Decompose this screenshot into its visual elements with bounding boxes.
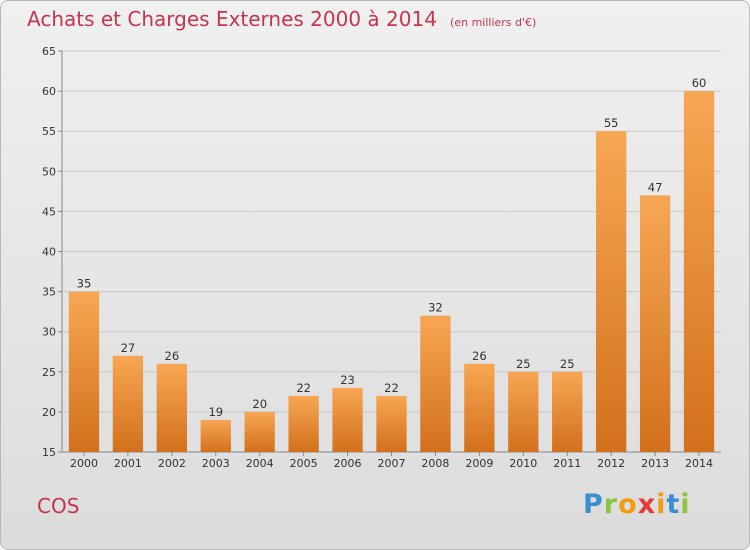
title-row: Achats et Charges Externes 2000 à 2014 (… (27, 7, 536, 31)
x-tick-label-2010: 2010 (509, 457, 537, 470)
y-tick-label: 65 (42, 45, 56, 58)
y-tick-label: 55 (42, 125, 56, 138)
x-tick-label-2003: 2003 (202, 457, 230, 470)
x-tick-label-2008: 2008 (421, 457, 449, 470)
y-tick-label: 35 (42, 286, 56, 299)
bar-2005 (288, 395, 319, 452)
x-tick-label-2002: 2002 (158, 457, 186, 470)
data-label-2003: 19 (208, 405, 223, 419)
bar-2007 (376, 395, 407, 452)
x-tick-label-2013: 2013 (641, 457, 669, 470)
bar-2000 (68, 291, 100, 452)
data-label-2009: 26 (472, 349, 487, 363)
logo-letter: P (583, 489, 604, 520)
y-tick-label: 45 (42, 205, 56, 218)
logo-letter: i (656, 489, 667, 520)
data-label-2014: 60 (692, 76, 707, 90)
labels: 15 20 25 30 35 40 45 50 55 60 65 35 2000 27 2001 26 2002… (42, 45, 713, 470)
y-tick-label: 60 (42, 85, 56, 98)
chart-title: Achats et Charges Externes 2000 à 2014 (27, 7, 437, 31)
data-label-2010: 25 (516, 357, 531, 371)
x-tick-label-2012: 2012 (597, 457, 625, 470)
y-tick-label: 50 (42, 165, 56, 178)
logo-letter: t (666, 489, 681, 520)
data-label-2013: 47 (648, 180, 663, 194)
data-label-2011: 25 (560, 357, 575, 371)
chart-subtitle: (en milliers d'€) (450, 16, 537, 29)
x-tick-label-2006: 2006 (334, 457, 362, 470)
bar-2014 (683, 91, 715, 452)
logo-letter: i (680, 489, 691, 520)
bar-2013 (639, 195, 671, 453)
logo-letter: o (618, 489, 638, 520)
data-label-2004: 20 (252, 397, 267, 411)
x-tick-label-2000: 2000 (70, 457, 98, 470)
x-tick-label-2014: 2014 (685, 457, 713, 470)
data-label-2002: 26 (165, 349, 180, 363)
y-tick-label: 20 (42, 406, 56, 419)
data-label-2006: 23 (340, 373, 355, 387)
data-label-2005: 22 (296, 381, 311, 395)
y-tick-label: 30 (42, 326, 56, 339)
bar-2002 (156, 363, 187, 452)
bar-2012 (596, 131, 627, 452)
bar-2009 (464, 363, 495, 452)
data-label-2008: 32 (428, 301, 443, 315)
y-tick-label: 40 (42, 246, 56, 259)
x-tick-label-2004: 2004 (246, 457, 274, 470)
x-tick-label-2001: 2001 (114, 457, 142, 470)
bar-2004 (244, 411, 275, 452)
x-tick-label-2005: 2005 (290, 457, 318, 470)
logo-letter: x (637, 489, 657, 520)
bar-2011 (552, 371, 583, 452)
y-tick-label: 25 (42, 366, 56, 379)
bar-2010 (508, 371, 539, 452)
y-tick-label: 15 (42, 446, 56, 459)
data-label-2001: 27 (121, 341, 136, 355)
x-tick-label-2009: 2009 (465, 457, 493, 470)
bar-2008 (420, 315, 451, 452)
data-label-2007: 22 (384, 381, 399, 395)
bar-2003 (200, 419, 231, 452)
logo-letter: r (603, 489, 619, 520)
x-tick-label-2007: 2007 (378, 457, 406, 470)
proxiti-logo: Proxiti (583, 489, 691, 520)
data-label-2000: 35 (77, 277, 92, 291)
bar-2001 (112, 355, 144, 452)
bars (68, 91, 715, 453)
data-label-2012: 55 (604, 116, 619, 130)
commune-name: COS (37, 494, 80, 518)
x-tick-label-2011: 2011 (553, 457, 581, 470)
bar-2006 (332, 387, 363, 452)
